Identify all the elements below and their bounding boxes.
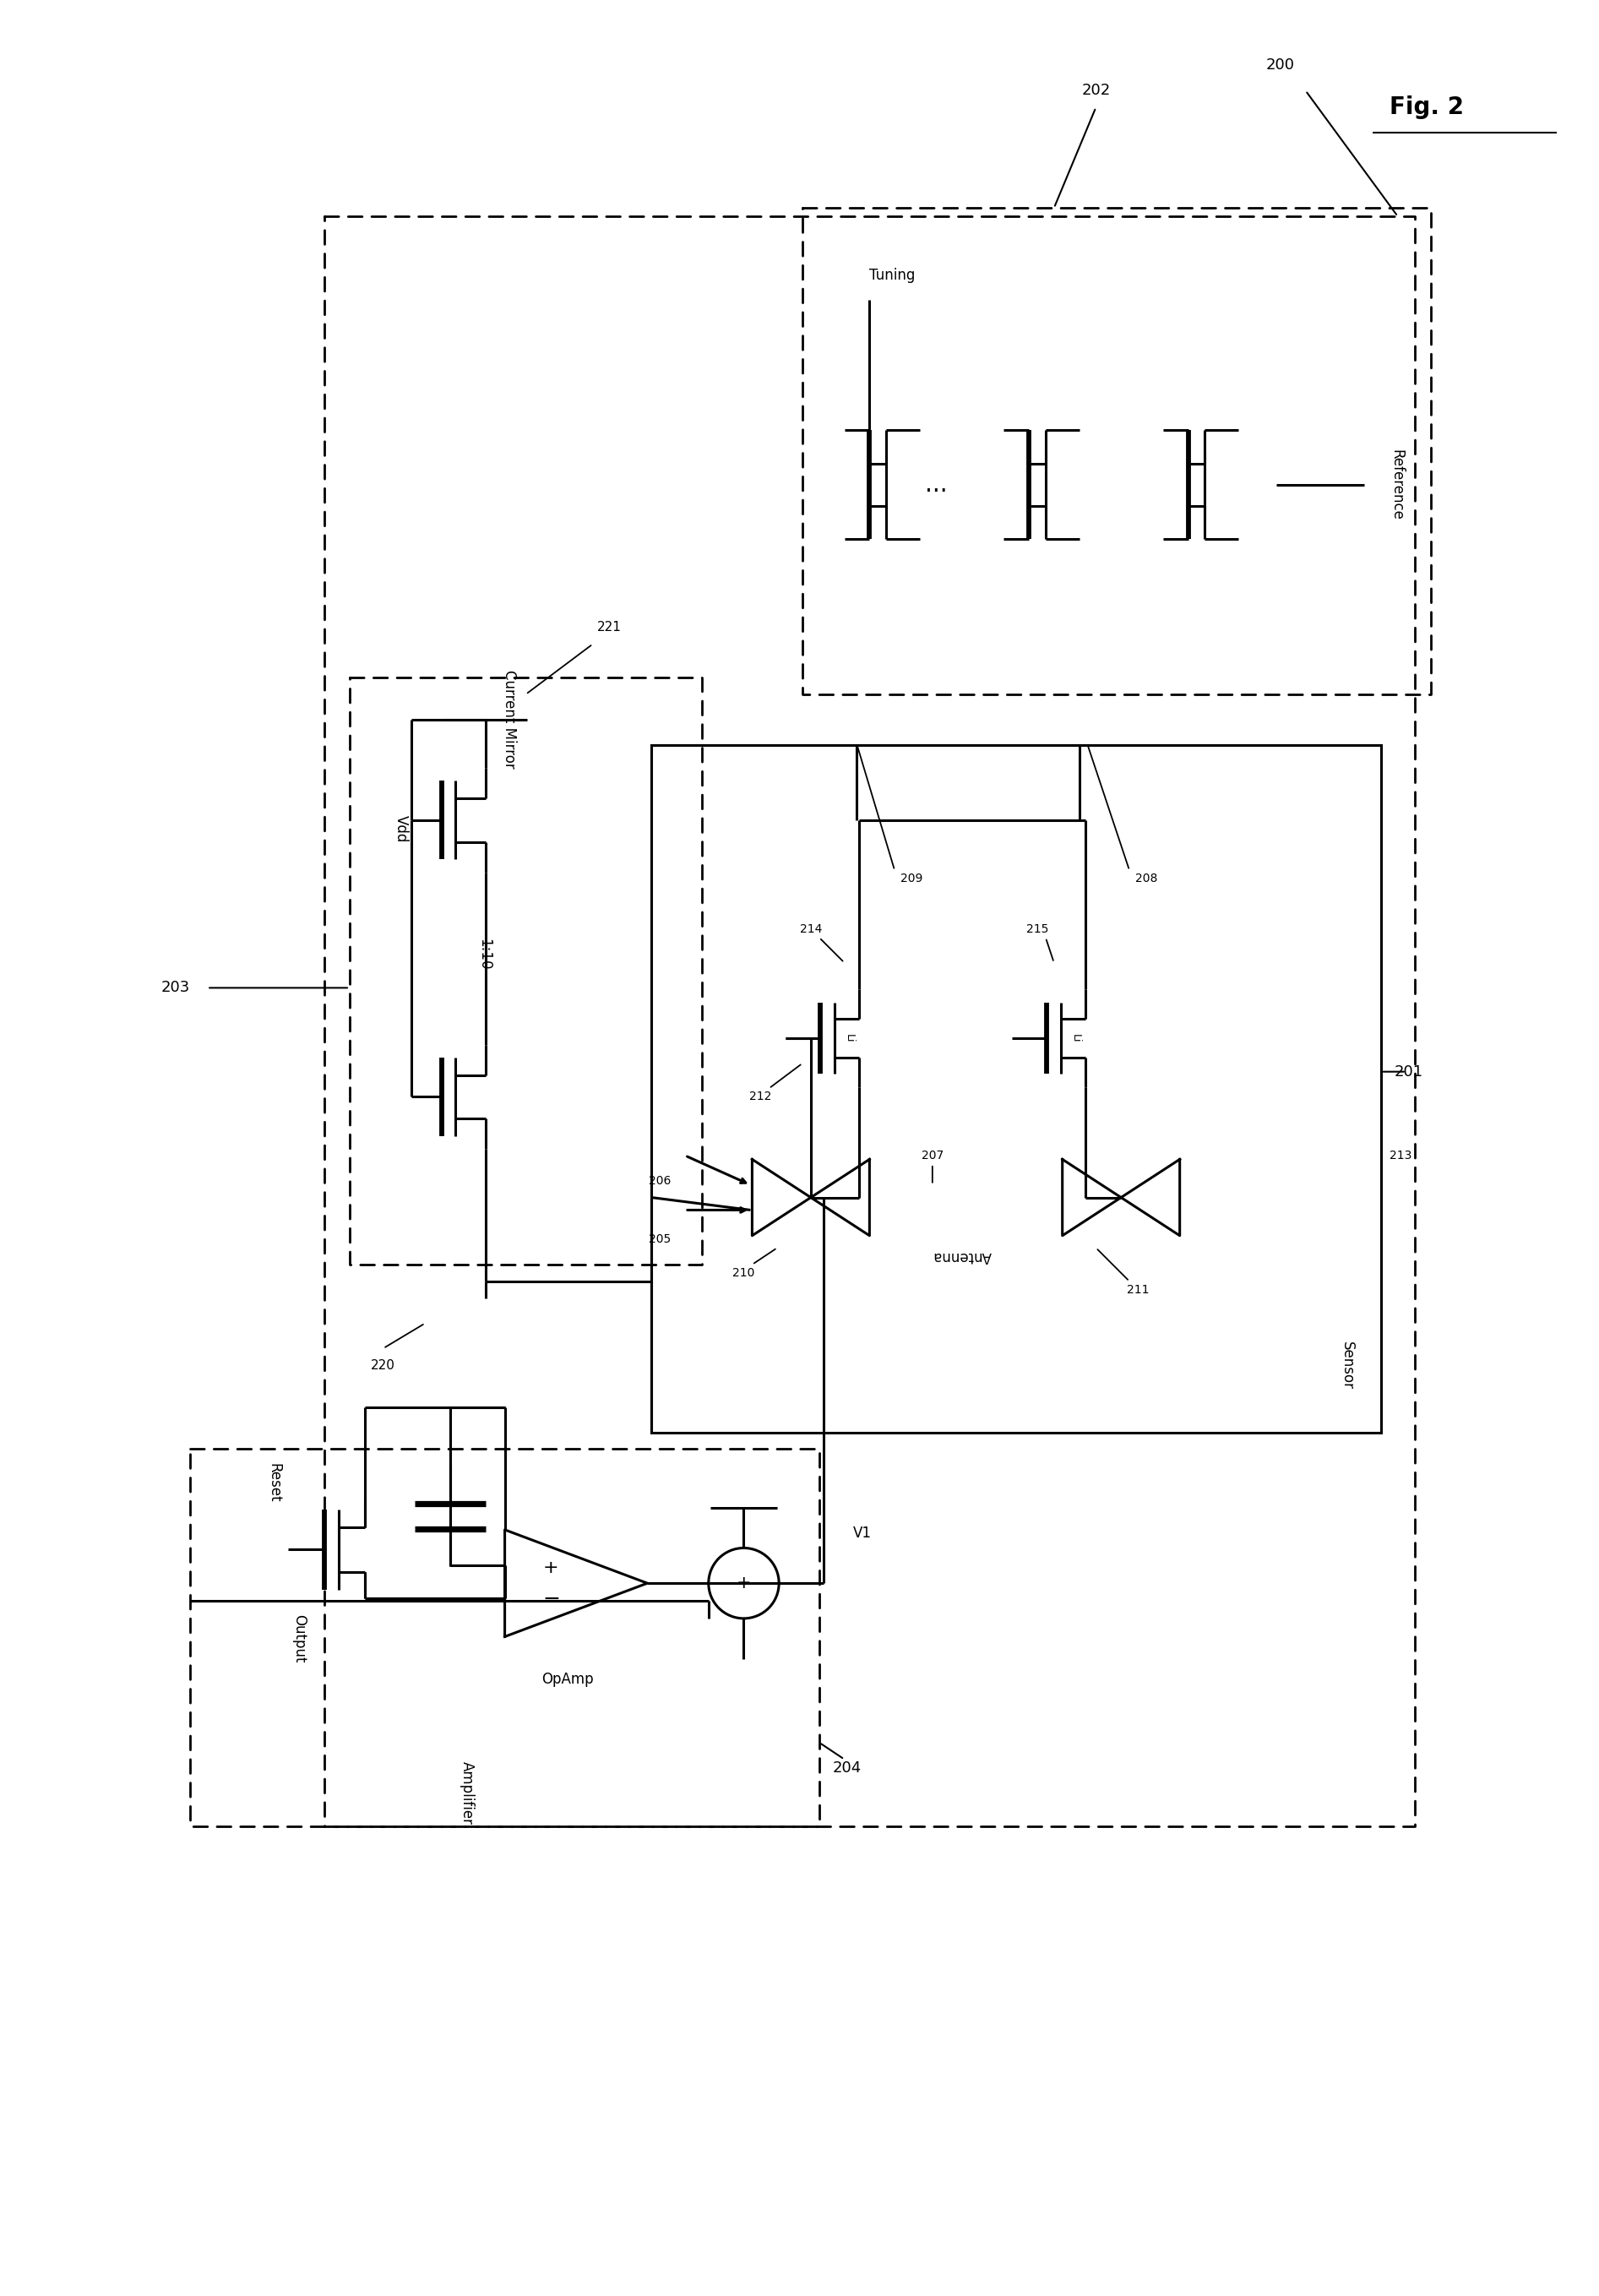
Text: 204: 204 xyxy=(831,1761,862,1775)
Text: +: + xyxy=(736,1575,752,1591)
Text: 214: 214 xyxy=(800,923,822,934)
Text: 203: 203 xyxy=(161,980,190,996)
Text: 202: 202 xyxy=(1081,83,1110,99)
Text: 200: 200 xyxy=(1266,57,1295,73)
Text: Tuning: Tuning xyxy=(870,266,916,282)
Circle shape xyxy=(708,1548,779,1619)
Polygon shape xyxy=(1062,1159,1121,1235)
Text: Li: Li xyxy=(1070,1033,1081,1042)
Text: V1: V1 xyxy=(852,1525,871,1541)
Text: Vdd: Vdd xyxy=(393,815,408,843)
Text: Antenna: Antenna xyxy=(932,1249,991,1263)
Text: 207: 207 xyxy=(921,1150,943,1162)
Text: Fig. 2: Fig. 2 xyxy=(1390,96,1463,119)
Text: Amplifier: Amplifier xyxy=(459,1761,475,1825)
Text: Reference: Reference xyxy=(1390,450,1404,521)
Polygon shape xyxy=(811,1159,870,1235)
Text: 211: 211 xyxy=(1127,1283,1150,1295)
Text: Current Mirror: Current Mirror xyxy=(502,670,516,769)
Text: OpAmp: OpAmp xyxy=(542,1671,593,1688)
Text: 213: 213 xyxy=(1390,1150,1412,1162)
Text: +: + xyxy=(544,1559,560,1575)
Polygon shape xyxy=(505,1529,648,1637)
Bar xyxy=(651,744,1382,1433)
Text: 221: 221 xyxy=(598,620,622,634)
Text: −: − xyxy=(542,1589,560,1609)
Text: 1:10: 1:10 xyxy=(477,939,491,971)
Text: 201: 201 xyxy=(1394,1063,1423,1079)
Polygon shape xyxy=(752,1159,811,1235)
Text: ...: ... xyxy=(926,473,948,496)
Text: 206: 206 xyxy=(649,1176,672,1187)
Text: 208: 208 xyxy=(1135,872,1158,884)
Text: Li: Li xyxy=(843,1033,854,1042)
Polygon shape xyxy=(1121,1159,1180,1235)
Text: 210: 210 xyxy=(732,1267,755,1279)
Text: 205: 205 xyxy=(649,1233,672,1244)
Text: Sensor: Sensor xyxy=(1340,1341,1354,1389)
Text: 215: 215 xyxy=(1027,923,1049,934)
Text: 220: 220 xyxy=(371,1359,395,1371)
Text: Output: Output xyxy=(291,1614,307,1662)
Text: 212: 212 xyxy=(750,1091,772,1102)
Text: Reset: Reset xyxy=(267,1463,281,1502)
Text: 209: 209 xyxy=(900,872,923,884)
